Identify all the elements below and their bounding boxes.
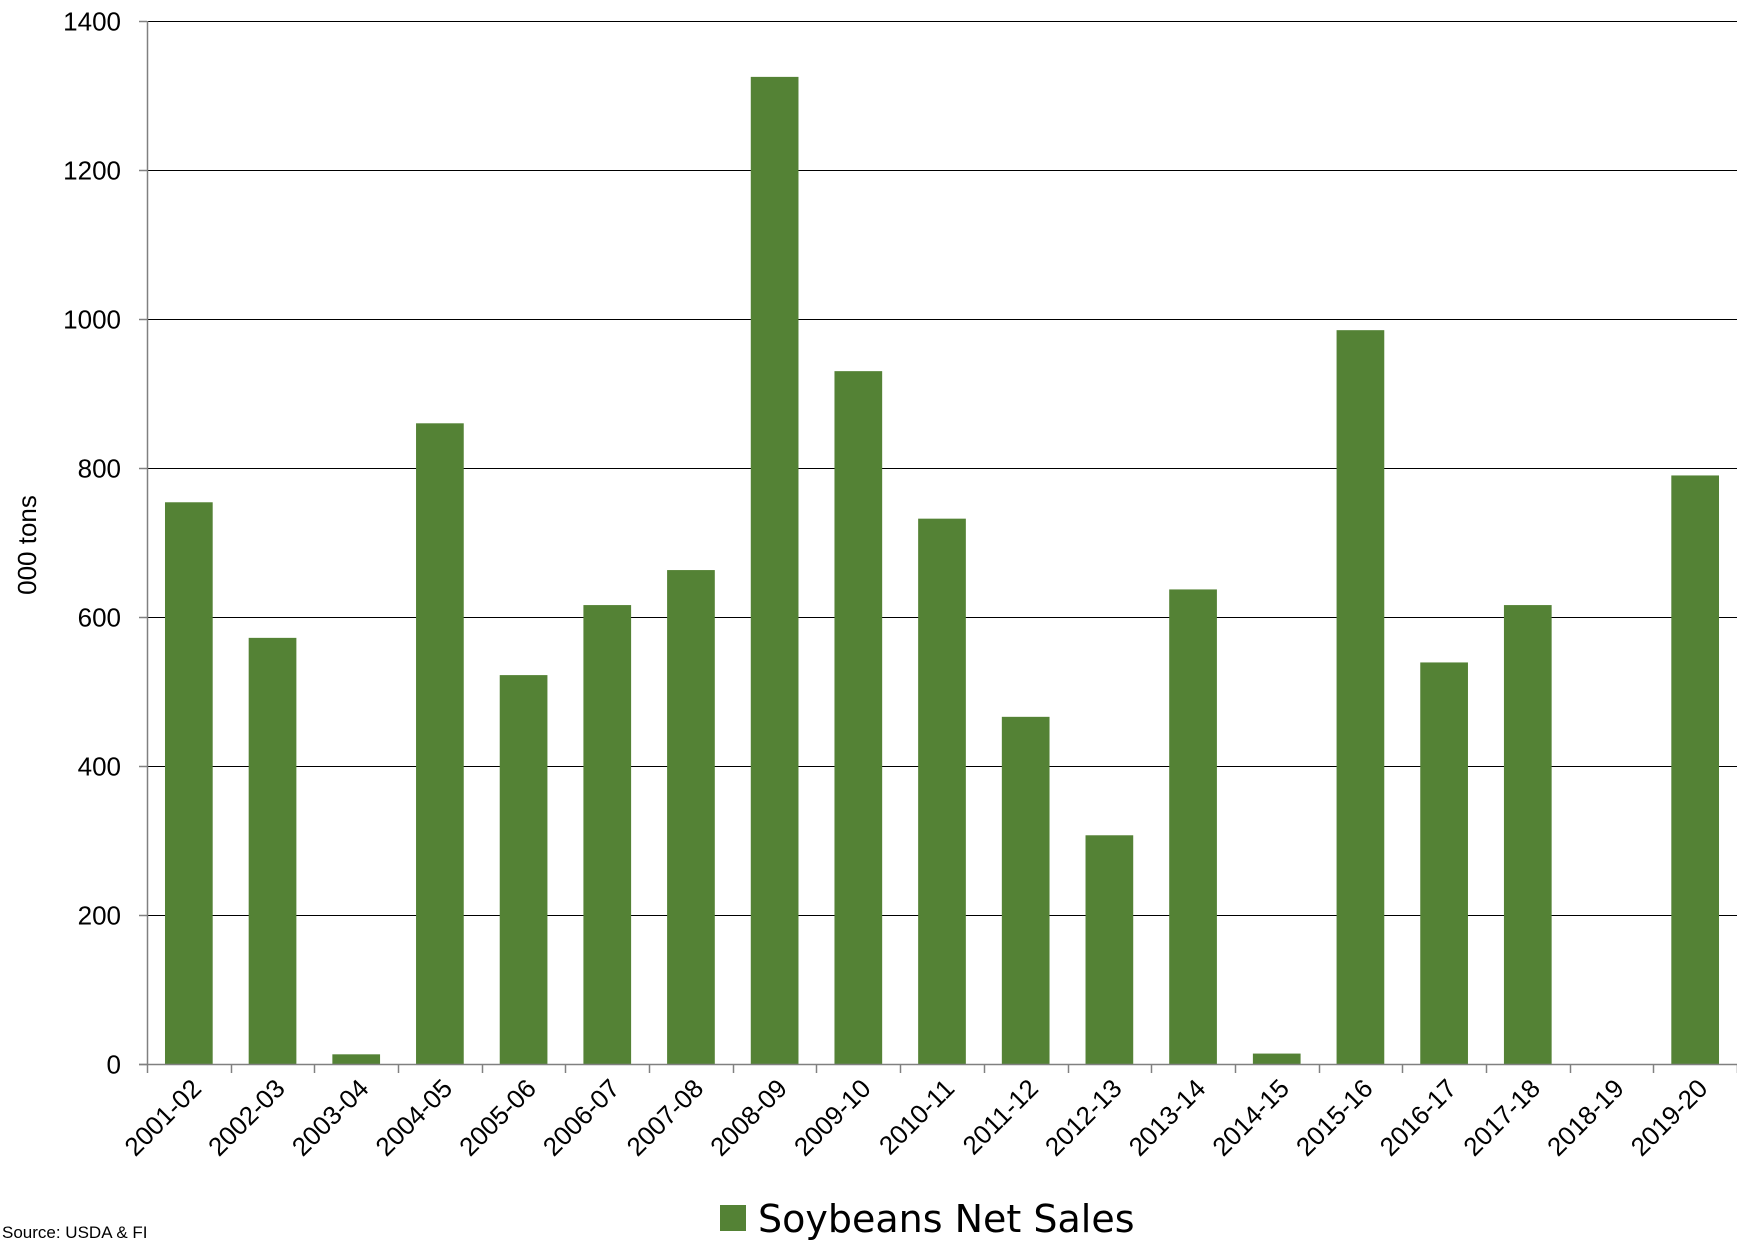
axes (139, 20, 1737, 1073)
y-tick-label: 600 (78, 603, 121, 633)
y-tick-label: 1400 (63, 7, 121, 37)
bar-2010-11 (918, 518, 966, 1064)
bar-2017-18 (1503, 605, 1552, 1064)
bar-2014-15 (1252, 1053, 1301, 1064)
legend-swatch (720, 1205, 746, 1231)
bar-2012-13 (1085, 835, 1134, 1064)
x-tick-label: 2001-02 (118, 1073, 207, 1162)
x-tick-label: 2008-09 (704, 1073, 793, 1162)
bar-2004-05 (416, 423, 464, 1064)
bar-2008-09 (750, 76, 799, 1065)
source-note: Source: USDA & FI (2, 1223, 148, 1242)
x-tick-label: 2009-10 (788, 1073, 877, 1162)
legend: Soybeans Net Sales (720, 1197, 1135, 1241)
x-tick-label: 2015-16 (1290, 1073, 1379, 1162)
x-tick-label: 2011-12 (957, 1073, 1044, 1160)
x-tick-label: 2006-07 (537, 1073, 626, 1162)
y-tick-label: 0 (107, 1050, 121, 1080)
x-tick-label: 2003-04 (286, 1073, 375, 1162)
x-tick-label: 2019-20 (1625, 1073, 1714, 1162)
x-tick-labels: 2001-022002-032003-042004-052005-062006-… (118, 1073, 1713, 1162)
bar-2002-03 (248, 637, 297, 1064)
bar-2006-07 (583, 605, 632, 1064)
x-tick-label: 2018-19 (1541, 1073, 1630, 1162)
bar-2013-14 (1169, 589, 1217, 1064)
y-tick-label: 200 (78, 901, 121, 931)
x-tick-label: 2010-11 (873, 1073, 960, 1160)
bar-2007-08 (667, 570, 715, 1064)
x-tick-label: 2017-18 (1457, 1073, 1546, 1162)
y-tick-label: 400 (78, 752, 121, 782)
bar-2011-12 (1001, 716, 1050, 1064)
bar-2005-06 (499, 675, 548, 1064)
legend-label: Soybeans Net Sales (758, 1197, 1135, 1241)
y-tick-label: 1200 (63, 156, 121, 186)
y-tick-label: 1000 (63, 305, 121, 335)
bar-2009-10 (834, 371, 883, 1064)
y-axis-title: 000 tons (12, 495, 42, 595)
x-tick-label: 2004-05 (369, 1073, 458, 1162)
bar-2019-20 (1671, 475, 1720, 1064)
x-tick-label: 2005-06 (453, 1073, 542, 1162)
x-tick-label: 2014-15 (1206, 1073, 1295, 1162)
bar-2001-02 (164, 502, 213, 1064)
y-tick-label: 800 (78, 454, 121, 484)
x-tick-label: 2013-14 (1123, 1073, 1212, 1162)
x-tick-label: 2012-13 (1039, 1073, 1128, 1162)
bar-2015-16 (1336, 330, 1385, 1064)
x-tick-label: 2016-17 (1374, 1073, 1463, 1162)
bars (164, 76, 1720, 1065)
bar-2003-04 (332, 1054, 381, 1064)
bar-2016-17 (1420, 662, 1468, 1064)
y-tick-labels: 0 200 400 600 800 1000 1200 1400 (63, 7, 121, 1080)
x-tick-label: 2002-03 (202, 1073, 291, 1162)
x-tick-label: 2007-08 (621, 1073, 710, 1162)
